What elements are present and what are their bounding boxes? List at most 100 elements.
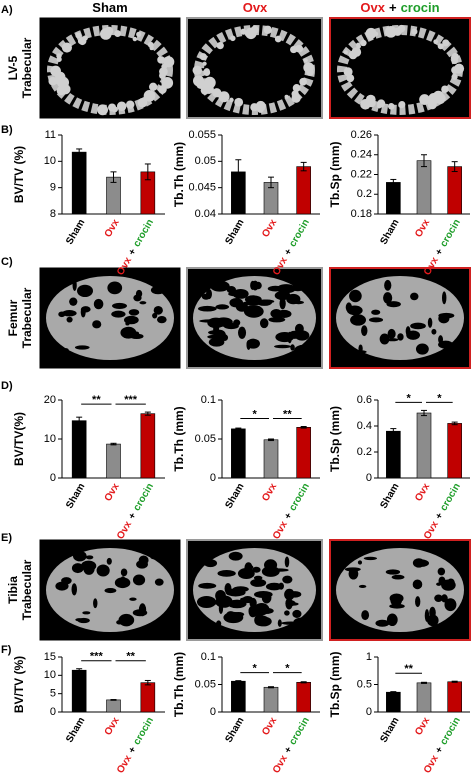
bar xyxy=(386,182,401,215)
trabecula xyxy=(203,76,216,89)
pore xyxy=(200,597,215,603)
error-bar xyxy=(268,686,274,689)
pore xyxy=(208,337,225,347)
label-part: crocin xyxy=(438,217,463,248)
trabecula xyxy=(373,31,379,37)
x-tick-label: Ovx xyxy=(413,481,432,503)
significance-label: * xyxy=(253,663,258,675)
pore xyxy=(406,330,421,340)
x-tick-label: Sham xyxy=(223,217,246,246)
y-axis-label: Tb.Th (mm) xyxy=(172,652,186,717)
error-bar xyxy=(144,163,151,181)
pore xyxy=(277,619,282,627)
bar xyxy=(263,686,279,713)
pore xyxy=(261,591,272,604)
pore xyxy=(250,578,267,587)
pore xyxy=(410,322,426,330)
x-tick-label: Sham xyxy=(64,481,87,510)
pore xyxy=(426,614,439,627)
pore xyxy=(104,588,117,594)
label-part: Ovx xyxy=(413,217,432,239)
bar xyxy=(296,166,311,215)
significance-label: *** xyxy=(124,394,138,406)
trabecula xyxy=(377,103,382,109)
label-part: crocin xyxy=(131,715,156,746)
label-part: Sham xyxy=(223,217,246,246)
bar xyxy=(296,681,311,713)
pore xyxy=(410,292,419,301)
error-bar xyxy=(144,411,151,416)
error-bar xyxy=(76,668,83,673)
trabecula xyxy=(56,56,62,62)
label-part: Sham xyxy=(64,715,87,744)
error-bar xyxy=(110,442,117,446)
y-axis-label: BV/TV (%) xyxy=(12,146,26,203)
bar xyxy=(106,699,121,713)
trabecula xyxy=(97,104,109,116)
trabecula xyxy=(398,101,405,109)
trabecula xyxy=(387,103,395,110)
pore xyxy=(93,298,104,310)
x-tick-label: Sham xyxy=(378,481,401,510)
pore xyxy=(259,299,275,304)
y-tick-label: 0.6 xyxy=(357,394,372,406)
pore xyxy=(150,554,157,560)
x-tick-label: Ovx+crocin xyxy=(115,481,156,541)
y-tick-label: 10 xyxy=(44,669,56,681)
pore xyxy=(217,569,236,577)
y-tick-label: 0 xyxy=(50,472,56,484)
pore xyxy=(77,617,90,624)
pore xyxy=(246,339,251,350)
pore xyxy=(62,310,77,317)
error-bar xyxy=(110,699,117,701)
bar xyxy=(386,691,401,713)
pore xyxy=(114,577,131,589)
label-part: Ovx xyxy=(422,519,441,541)
pore xyxy=(128,309,140,316)
pore xyxy=(415,343,429,355)
label-part: crocin xyxy=(131,217,156,248)
error-bar xyxy=(451,161,458,173)
error-bar xyxy=(76,148,83,156)
pore xyxy=(386,338,399,342)
trabecula xyxy=(212,88,222,98)
pore xyxy=(279,297,286,310)
pore xyxy=(228,551,243,561)
label-part: crocin xyxy=(401,0,440,15)
pore xyxy=(244,562,253,574)
pore xyxy=(198,305,217,312)
pore xyxy=(444,598,457,612)
label-part: Ovx xyxy=(102,217,121,239)
y-tick-label: 9 xyxy=(50,182,56,194)
trabecula xyxy=(75,32,82,39)
y-axis-label: BV/TV (%) xyxy=(12,656,26,713)
pore xyxy=(215,596,228,608)
x-tick-label: Sham xyxy=(378,217,401,246)
bar xyxy=(140,682,156,713)
pore xyxy=(361,325,368,337)
label-part: + xyxy=(126,745,139,756)
pore xyxy=(72,550,87,562)
label-part: Sham xyxy=(378,217,401,246)
pore xyxy=(275,314,283,320)
pore xyxy=(225,588,246,597)
significance-label: ** xyxy=(283,408,292,420)
bar xyxy=(447,166,462,215)
pore xyxy=(198,582,217,589)
trabecula xyxy=(132,36,137,42)
trabecula xyxy=(218,91,230,103)
pore xyxy=(386,613,398,627)
pore xyxy=(129,597,137,601)
trabecula xyxy=(284,94,289,99)
y-axis-label: BV/TV(%) xyxy=(12,412,26,466)
label-part: Ovx xyxy=(115,519,134,541)
label-part: Sham xyxy=(64,481,87,510)
error-bar xyxy=(300,426,307,429)
pore xyxy=(96,564,110,577)
pore xyxy=(436,582,442,586)
bar xyxy=(447,681,462,713)
y-axis-label: Tb.Sp (mm) xyxy=(328,406,342,472)
x-tick-label: Ovx xyxy=(102,481,121,503)
pore xyxy=(150,285,166,295)
pore xyxy=(415,596,421,608)
